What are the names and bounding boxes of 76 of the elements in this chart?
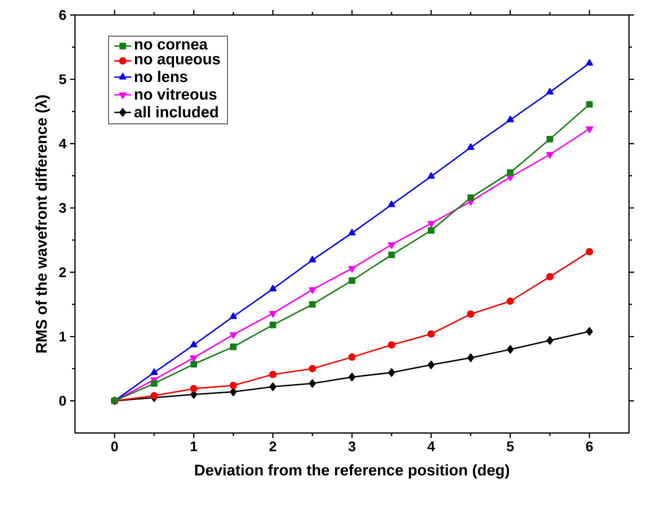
point <box>230 382 237 390</box>
x-tick-label: 4 <box>427 442 435 452</box>
point <box>506 116 514 122</box>
y-axis-title: RMS of the wavefront difference (λ) <box>35 95 50 353</box>
point <box>230 312 237 319</box>
point <box>309 301 316 308</box>
point <box>546 136 554 142</box>
y-tick-label: 5 <box>59 74 66 84</box>
point <box>150 368 158 375</box>
x-tick-label: 6 <box>586 441 593 452</box>
point <box>308 287 316 294</box>
point <box>467 194 474 201</box>
point <box>190 384 198 392</box>
point <box>150 380 158 387</box>
point <box>506 169 514 176</box>
legend-label: no cornea <box>134 41 208 50</box>
point <box>348 266 356 272</box>
point <box>388 368 395 377</box>
point <box>269 382 276 391</box>
x-tick-label: 2 <box>269 441 276 452</box>
point <box>190 340 198 348</box>
point <box>190 360 198 368</box>
point <box>427 330 435 338</box>
point <box>586 126 594 133</box>
point <box>586 59 594 66</box>
y-tick-label: 0 <box>59 396 66 406</box>
x-tick-label: 3 <box>348 441 356 452</box>
legend-label: no vitreous <box>134 88 216 100</box>
point <box>269 284 276 292</box>
point <box>546 88 554 95</box>
y-tick-label: 4 <box>58 138 66 148</box>
point <box>388 200 396 208</box>
point <box>546 273 554 280</box>
point <box>348 353 356 361</box>
legend-label: no lens <box>134 70 188 82</box>
point <box>230 344 237 350</box>
point <box>388 252 395 258</box>
point <box>467 310 474 318</box>
legend-label: all included <box>134 106 218 118</box>
point <box>348 228 356 236</box>
point <box>586 101 593 108</box>
point <box>230 332 237 339</box>
point <box>546 336 554 345</box>
point <box>586 248 594 256</box>
point <box>467 143 474 150</box>
point <box>467 353 474 362</box>
y-tick-label: 6 <box>59 10 66 20</box>
y-tick-label: 1 <box>60 332 66 342</box>
point <box>348 277 356 284</box>
point <box>308 365 316 372</box>
point <box>230 388 237 396</box>
y-tick-label: 2 <box>59 267 66 278</box>
point <box>506 345 514 354</box>
x-tick-label: 5 <box>506 442 514 452</box>
point <box>546 152 554 159</box>
point <box>428 227 434 234</box>
point <box>270 322 276 328</box>
x-tick-label: 1 <box>190 442 198 452</box>
point <box>506 297 514 305</box>
point <box>269 310 276 318</box>
x-tick-label: 0 <box>111 441 118 452</box>
point <box>348 372 356 382</box>
point <box>428 220 435 228</box>
point <box>428 360 435 370</box>
point <box>150 392 158 400</box>
legend-label: no aqueous <box>134 56 220 68</box>
point <box>309 379 316 388</box>
point <box>428 172 435 179</box>
point <box>190 355 198 362</box>
y-tick-label: 3 <box>59 202 66 213</box>
point <box>586 327 593 336</box>
point <box>308 256 316 262</box>
point <box>269 370 277 378</box>
point <box>388 341 396 349</box>
point <box>388 242 396 249</box>
x-axis-title: Deviation from the reference position (deg) <box>195 464 510 479</box>
